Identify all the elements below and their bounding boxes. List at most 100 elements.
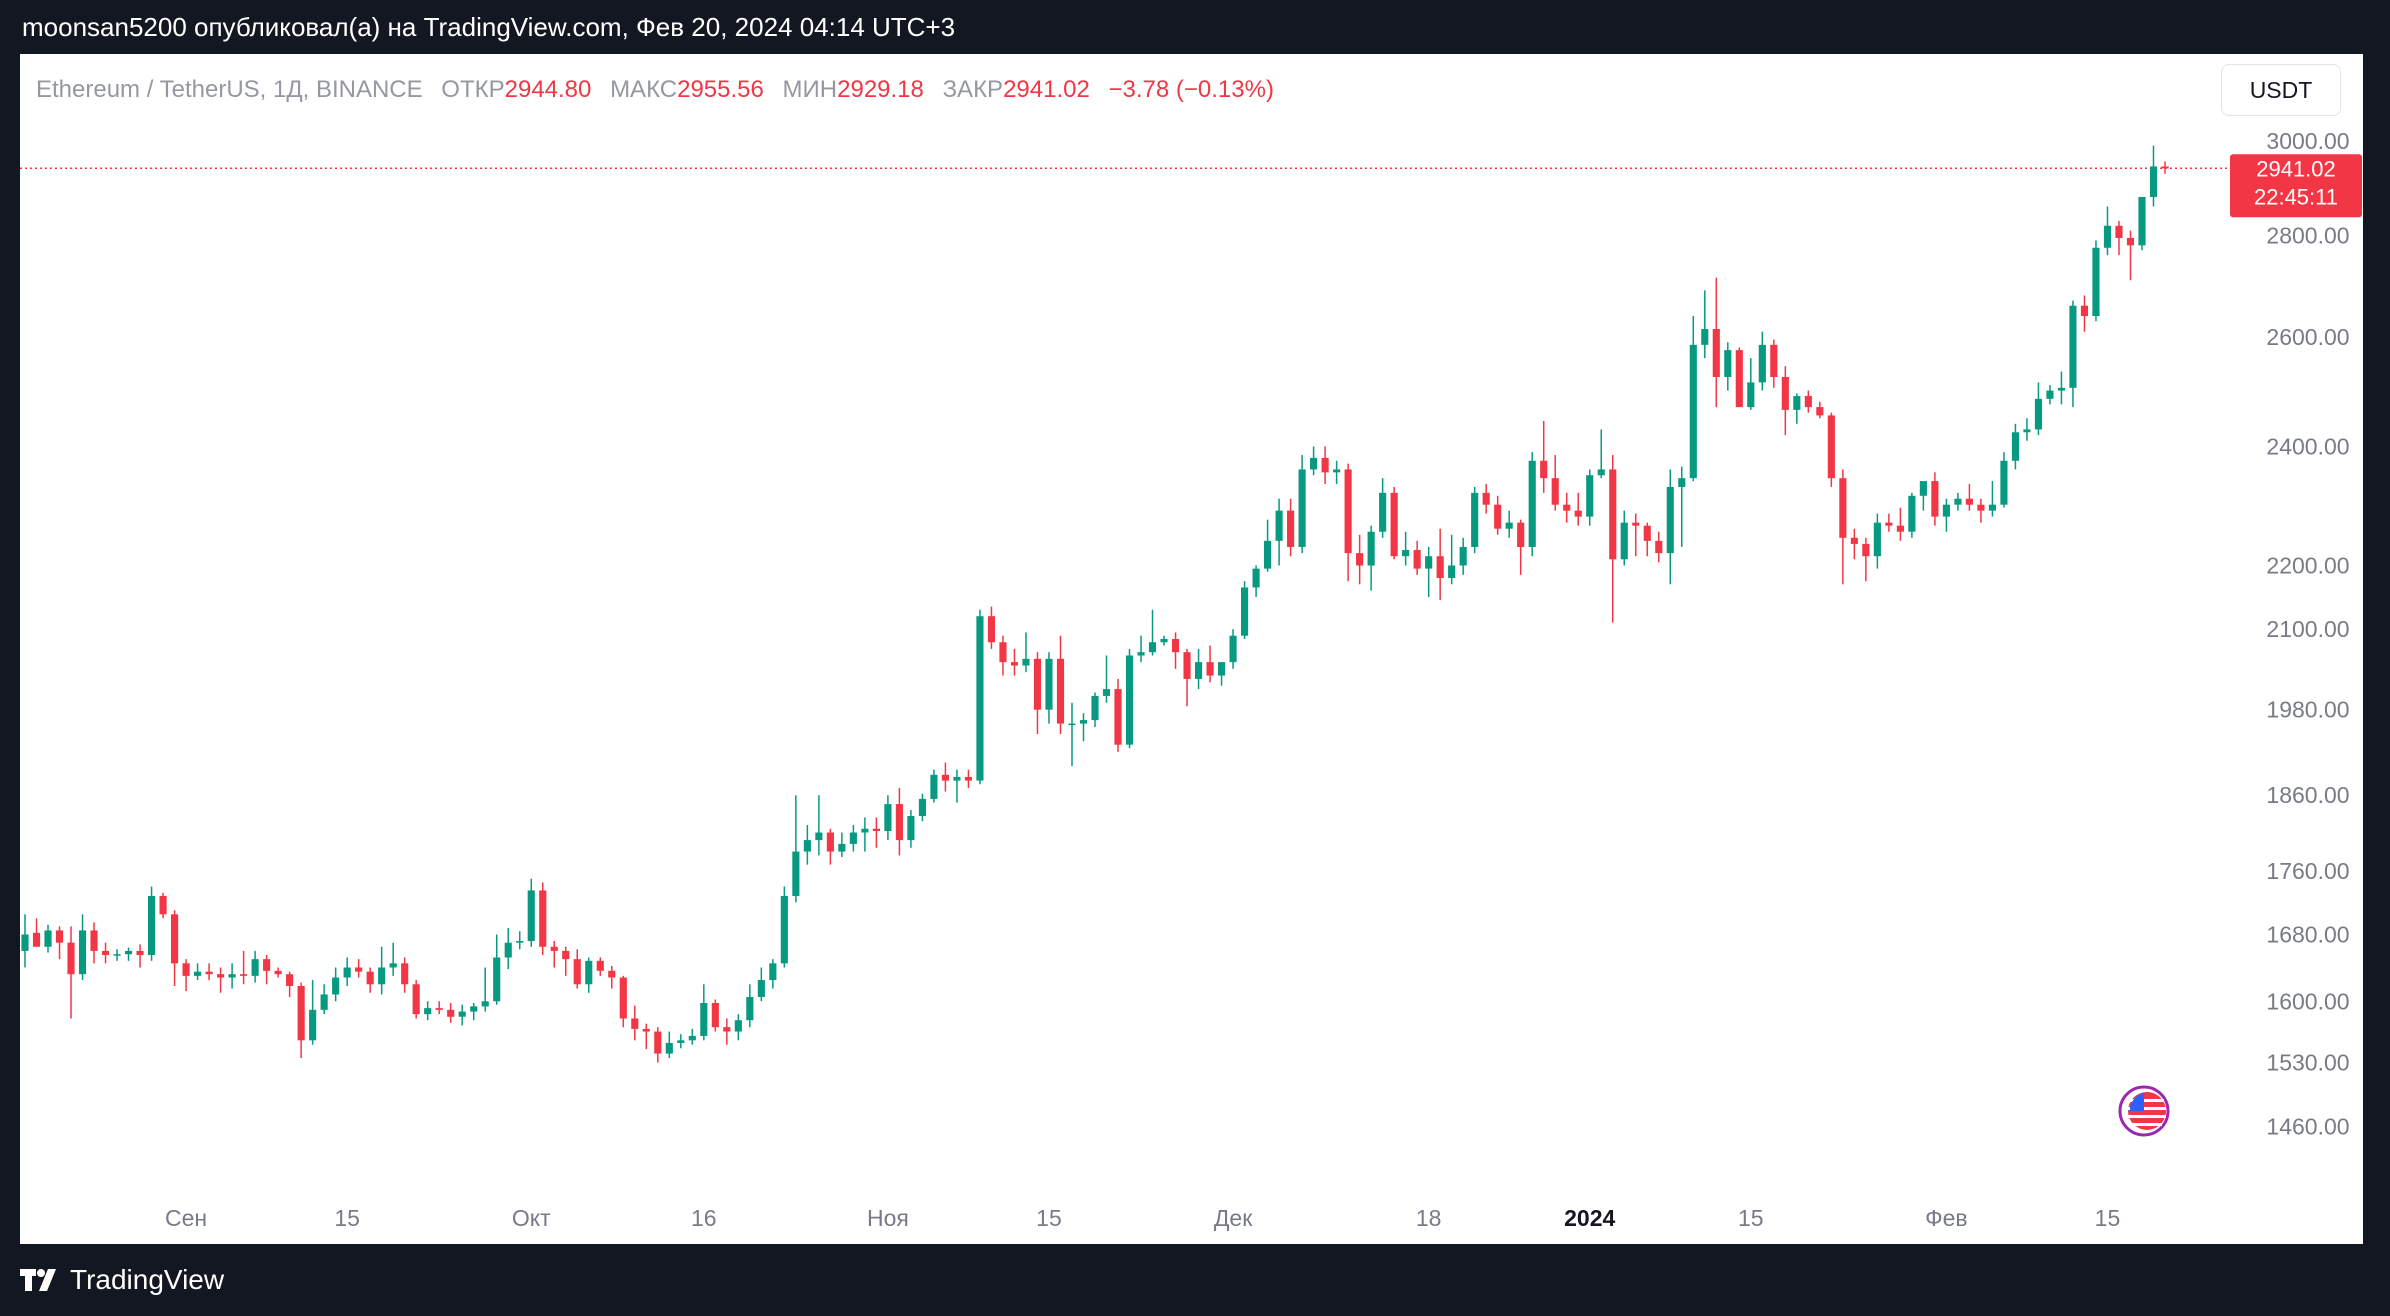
brand-name[interactable]: TradingView — [70, 1264, 225, 1295]
candlestick-chart[interactable]: 3000.00 2800.00 2600.00 2400.00 2200.00 2100.… — [20, 54, 2363, 1244]
candle-body — [585, 960, 593, 985]
candle-body — [780, 895, 788, 964]
candle — [274, 967, 282, 978]
symbol-legend: Ethereum / TetherUS, 1Д, BINANCE ОТКР294… — [36, 76, 1274, 104]
candle — [44, 924, 52, 953]
candle — [1344, 463, 1352, 582]
candle — [1252, 565, 1260, 597]
candle — [1333, 460, 1341, 485]
candle — [1735, 347, 1743, 408]
candle — [228, 963, 236, 989]
candle-body — [734, 1020, 742, 1032]
candle — [1643, 522, 1651, 557]
candle — [1356, 534, 1364, 585]
candle — [884, 795, 892, 841]
candle — [723, 1018, 731, 1045]
currency-button[interactable]: USDT — [2221, 64, 2341, 116]
candle-body — [1436, 556, 1444, 579]
candle-body — [493, 957, 501, 1002]
candle — [1862, 537, 1870, 582]
candle-body — [1678, 478, 1686, 487]
candle-body — [596, 960, 604, 971]
candle — [1010, 648, 1019, 676]
candle — [1241, 581, 1249, 639]
candle-body — [1827, 415, 1835, 479]
candle-body — [1045, 658, 1053, 710]
candle-body — [1459, 546, 1467, 566]
candle — [194, 963, 202, 981]
candle — [1125, 648, 1134, 749]
candle — [642, 1023, 650, 1050]
candle — [1183, 648, 1191, 707]
candle — [1689, 316, 1697, 482]
candle — [2023, 418, 2031, 441]
candle-body — [723, 1027, 731, 1032]
candle — [2011, 423, 2019, 470]
symbol-name[interactable]: Ethereum / TetherUS, 1Д, BINANCE — [36, 76, 423, 103]
candle-body — [1942, 504, 1950, 517]
candle — [1482, 484, 1490, 514]
candle — [286, 971, 294, 998]
candle — [999, 635, 1007, 676]
candle — [1194, 648, 1203, 690]
candle-body — [1402, 550, 1410, 557]
us-flag-icon[interactable] — [2118, 1085, 2170, 1137]
candle — [1217, 662, 1226, 686]
candle-body — [32, 932, 41, 947]
candle-body — [976, 616, 984, 781]
candle-body — [389, 963, 397, 968]
candle-body — [826, 832, 834, 852]
candle — [1505, 510, 1513, 538]
candle-body — [987, 616, 996, 643]
candle — [1597, 429, 1605, 479]
candle-body — [1321, 457, 1329, 473]
candle-body — [504, 942, 512, 958]
candle-body — [539, 890, 547, 947]
chart-panel[interactable]: 3000.00 2800.00 2600.00 2400.00 2200.00 2100.… — [20, 54, 2363, 1244]
candle-body — [2092, 247, 2100, 317]
candle-body — [55, 930, 64, 943]
candle — [1171, 632, 1180, 669]
candle — [573, 949, 581, 989]
candle — [366, 967, 374, 993]
candle-body — [1804, 396, 1812, 408]
candle-body — [1482, 492, 1490, 505]
candle-body — [884, 804, 892, 832]
candle-body — [1356, 553, 1364, 566]
candle-body — [424, 1008, 432, 1015]
candle-body — [1908, 495, 1916, 532]
tradingview-logo-icon[interactable] — [20, 1269, 60, 1291]
candle-body — [677, 1040, 685, 1043]
candle-body — [550, 946, 558, 951]
candle — [205, 963, 213, 981]
candle — [1712, 277, 1720, 408]
candle-body — [1724, 350, 1732, 377]
candle — [1402, 531, 1410, 566]
candle — [746, 984, 754, 1028]
candle-body — [44, 930, 52, 947]
candle-body — [124, 950, 133, 955]
candle-body — [999, 642, 1007, 663]
candle-body — [412, 984, 420, 1015]
candle-body — [1735, 350, 1743, 408]
candle — [101, 942, 110, 964]
candle — [1632, 513, 1640, 557]
candle — [1528, 452, 1536, 557]
candle — [1781, 366, 1789, 436]
candle — [1908, 492, 1916, 538]
candle — [67, 926, 75, 1019]
candle-body — [941, 774, 949, 781]
candle-body — [1252, 568, 1260, 588]
candle — [1413, 540, 1421, 575]
candle — [780, 886, 788, 968]
candle-body — [1125, 655, 1134, 745]
candle — [1885, 513, 1893, 532]
candle — [343, 957, 351, 986]
candle — [147, 886, 156, 961]
candle-body — [1217, 662, 1226, 676]
candle — [412, 980, 420, 1019]
candle — [1137, 635, 1145, 663]
candle-body — [101, 950, 110, 956]
candle-body — [320, 994, 328, 1010]
candle-body — [1931, 481, 1939, 517]
